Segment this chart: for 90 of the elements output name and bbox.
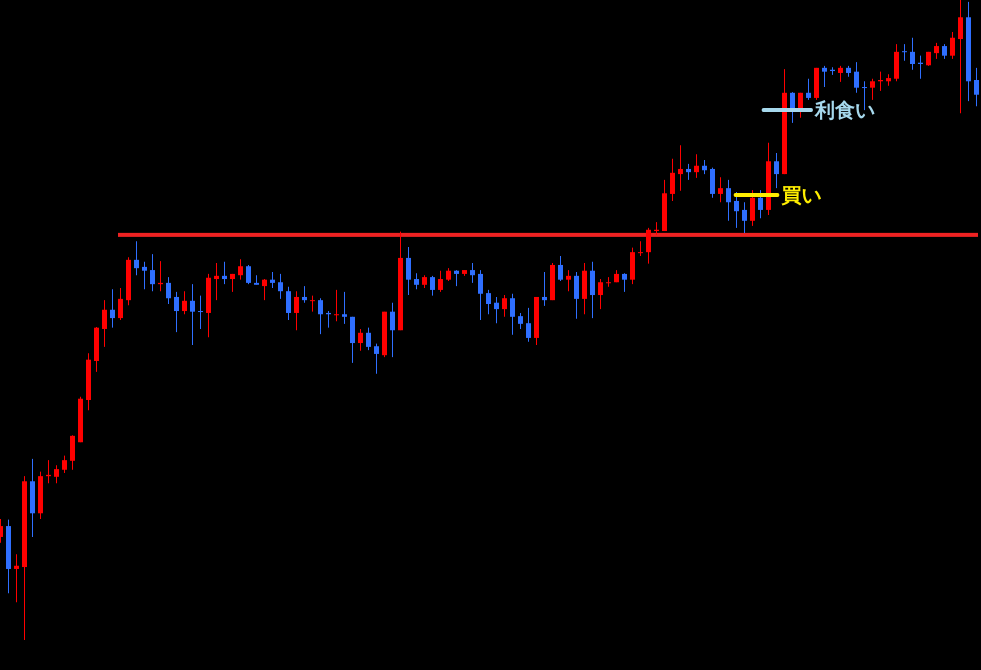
candlestick	[742, 202, 747, 234]
candlestick	[182, 290, 187, 315]
candlestick	[318, 298, 323, 335]
candlestick	[302, 286, 307, 304]
candlestick	[566, 270, 571, 292]
candlestick	[510, 293, 515, 336]
candlestick	[526, 307, 531, 342]
candlestick	[446, 268, 451, 282]
candlestick	[806, 78, 811, 100]
candlestick	[342, 291, 347, 324]
candlestick	[734, 192, 739, 228]
candlestick	[942, 44, 947, 60]
candlestick	[694, 154, 699, 178]
candlestick	[974, 67, 979, 107]
annotation: 買い	[780, 183, 822, 208]
candlestick	[422, 274, 427, 288]
candlestick	[750, 190, 755, 226]
candlestick	[454, 270, 459, 287]
candlestick	[910, 37, 915, 70]
candlestick	[670, 158, 675, 202]
candlestick	[878, 71, 883, 92]
candlestick	[118, 288, 123, 320]
candlestick	[646, 227, 651, 264]
candlestick	[430, 275, 435, 296]
candlestick	[134, 240, 139, 276]
candlestick	[886, 74, 891, 86]
candlestick	[854, 62, 859, 94]
candlestick	[926, 51, 931, 66]
candlestick	[150, 254, 155, 292]
candlestick	[870, 78, 875, 100]
candlestick	[238, 258, 243, 280]
candlestick	[486, 289, 491, 315]
candlestick	[838, 65, 843, 82]
candlestick	[166, 276, 171, 304]
candlestick	[918, 55, 923, 80]
candlestick	[678, 144, 683, 192]
candlestick	[438, 270, 443, 292]
candlestick	[686, 163, 691, 180]
candlestick	[358, 328, 363, 352]
candlestick	[470, 262, 475, 284]
candlestick	[14, 554, 19, 603]
candlestick	[774, 152, 779, 189]
candlestick	[262, 278, 267, 301]
candlestick	[62, 455, 67, 474]
candlestick	[174, 291, 179, 333]
candlestick	[542, 272, 547, 306]
candlestick	[390, 302, 395, 358]
candlestick	[758, 190, 763, 219]
candlestick	[230, 273, 235, 292]
candlestick	[822, 65, 827, 88]
candlestick	[246, 264, 251, 285]
candlestick	[310, 295, 315, 312]
candlestick	[286, 286, 291, 320]
candlestick	[406, 246, 411, 296]
candlestick	[494, 296, 499, 324]
candlestick	[478, 270, 483, 320]
candlestick	[726, 179, 731, 222]
candlestick	[198, 295, 203, 330]
candlestick	[574, 272, 579, 320]
candlestick	[294, 290, 299, 331]
candlestick	[718, 176, 723, 203]
candlestick	[950, 32, 955, 60]
candlestick	[638, 240, 643, 256]
candlestick	[614, 270, 619, 283]
candlestick	[934, 42, 939, 60]
candlestick	[622, 272, 627, 292]
candlestick	[598, 278, 603, 310]
candlestick	[414, 272, 419, 290]
candlestick	[846, 65, 851, 78]
candlestick	[270, 272, 275, 288]
candlestick	[110, 288, 115, 328]
candlestick	[102, 300, 107, 348]
candlestick	[958, 0, 963, 114]
candlestick	[214, 262, 219, 301]
candlestick	[222, 261, 227, 285]
candlestick	[902, 44, 907, 62]
candlestick	[374, 343, 379, 374]
candlestick	[502, 294, 507, 318]
candlestick	[142, 261, 147, 290]
candlestick	[606, 276, 611, 288]
candlestick	[278, 273, 283, 300]
candlestick	[254, 274, 259, 286]
candlestick	[190, 284, 195, 346]
candlestick	[54, 464, 59, 484]
candlestick	[518, 312, 523, 330]
candlestick	[366, 327, 371, 351]
candlestick	[790, 92, 795, 124]
annotation: 利食い	[814, 98, 875, 122]
candlestick	[558, 256, 563, 282]
candlestick	[334, 289, 339, 322]
